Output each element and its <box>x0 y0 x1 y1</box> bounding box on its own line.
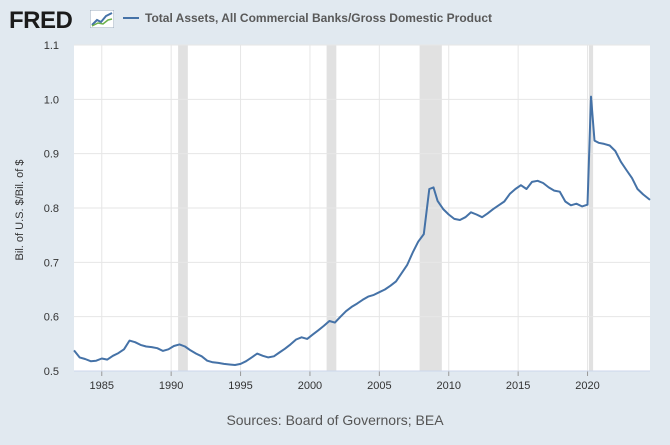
y-tick-label: 0.6 <box>44 312 59 324</box>
y-tick-label: 1.1 <box>44 40 59 52</box>
x-tick-label: 2005 <box>367 380 391 392</box>
fred-chart-icon <box>90 10 114 28</box>
y-tick-label: 1.0 <box>44 94 59 106</box>
x-tick-label: 1985 <box>90 380 114 392</box>
y-tick-label: 0.5 <box>44 366 59 378</box>
x-tick-label: 1990 <box>159 380 183 392</box>
x-tick-label: 2010 <box>437 380 461 392</box>
y-tick-label: 0.7 <box>44 257 59 269</box>
legend-line-swatch <box>123 17 139 19</box>
y-tick-label: 0.9 <box>44 149 59 161</box>
source-note: Sources: Board of Governors; BEA <box>226 412 444 428</box>
chart-legend: Total Assets, All Commercial Banks/Gross… <box>123 11 492 25</box>
y-tick-label: 0.8 <box>44 203 59 215</box>
x-tick-label: 2020 <box>575 380 599 392</box>
series-line <box>73 95 651 366</box>
x-tick-label: 2015 <box>506 380 530 392</box>
x-tick-label: 1995 <box>228 380 252 392</box>
fred-logo[interactable]: FRED <box>9 7 73 34</box>
legend-label: Total Assets, All Commercial Banks/Gross… <box>145 11 492 25</box>
x-tick-label: 2000 <box>298 380 322 392</box>
